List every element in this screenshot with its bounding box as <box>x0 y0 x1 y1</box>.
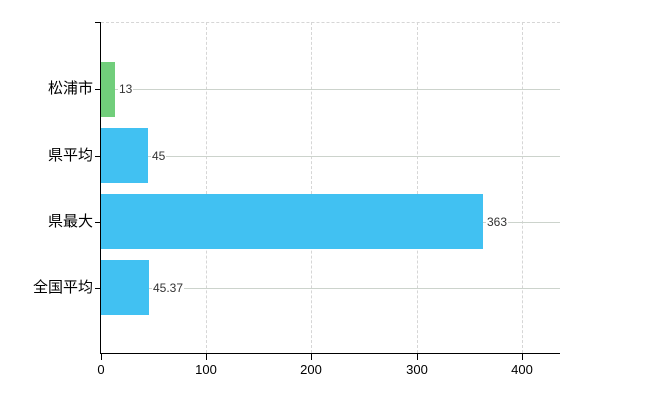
y-axis-top-tick <box>95 22 101 23</box>
category-label: 全国平均 <box>32 279 93 296</box>
vertical-gridline <box>522 22 523 353</box>
x-tick-label: 200 <box>300 362 322 377</box>
x-tick-label: 0 <box>97 362 105 377</box>
x-axis-tick <box>311 354 312 360</box>
bar-value-label: 45.37 <box>152 280 185 296</box>
category-label: 県最大 <box>47 213 93 230</box>
bar-松浦市 <box>101 62 115 117</box>
y-axis-tick <box>95 89 101 90</box>
vertical-gridline <box>311 22 312 353</box>
y-axis-tick <box>95 156 101 157</box>
horizontal-gridline <box>101 89 560 90</box>
x-axis-tick <box>522 354 523 360</box>
bar-value-label: 363 <box>486 214 509 230</box>
x-tick-label: 400 <box>511 362 533 377</box>
x-axis-tick <box>101 354 102 360</box>
plot-top-border <box>101 22 560 23</box>
y-axis-tick <box>95 222 101 223</box>
bar-県最大 <box>101 194 483 249</box>
bar-全国平均 <box>101 260 149 315</box>
category-label: 松浦市 <box>47 80 93 97</box>
x-axis-line <box>100 353 560 354</box>
horizontal-gridline <box>101 156 560 157</box>
bar-value-label: 13 <box>118 81 134 97</box>
x-axis-tick <box>206 354 207 360</box>
x-tick-label: 300 <box>406 362 428 377</box>
vertical-gridline <box>417 22 418 353</box>
y-axis-line <box>100 22 101 353</box>
bar-value-label: 45 <box>151 148 167 164</box>
y-axis-tick <box>95 288 101 289</box>
bar-県平均 <box>101 128 148 183</box>
category-label: 県平均 <box>47 147 93 164</box>
vertical-gridline <box>206 22 207 353</box>
x-axis-tick <box>417 354 418 360</box>
horizontal-gridline <box>101 288 560 289</box>
x-tick-label: 100 <box>195 362 217 377</box>
